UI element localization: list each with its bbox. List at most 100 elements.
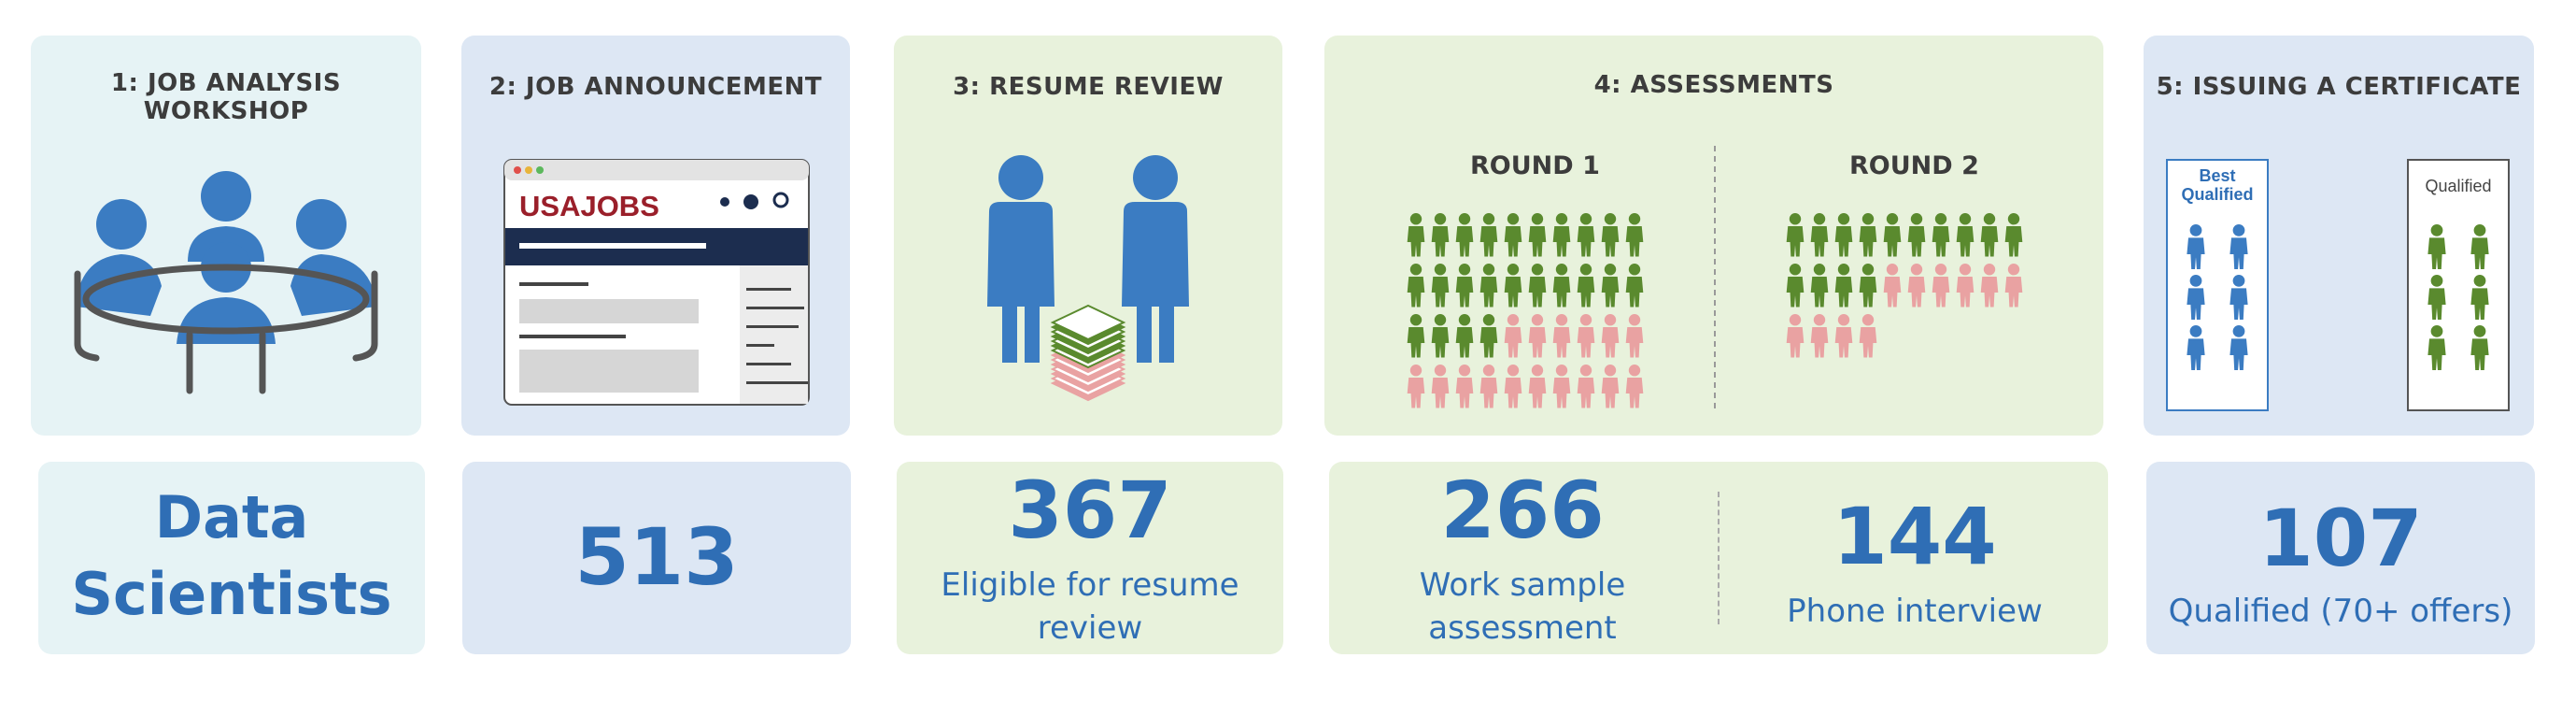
candidate-icon <box>1834 314 1853 358</box>
candidate-icon <box>1625 264 1644 308</box>
candidate-icon <box>1859 314 1877 358</box>
best-qualified-person-icon <box>2229 325 2248 370</box>
result-card-4: 266 Work sample assessment 144 Phone int… <box>1329 462 2108 654</box>
candidate-icon <box>1504 264 1522 308</box>
candidate-icon <box>1431 213 1450 257</box>
resume-stack-icon <box>1050 304 1126 402</box>
stage-2-panel: 2: JOB ANNOUNCEMENT USAJOBS <box>461 36 850 436</box>
card-divider <box>1718 492 1720 624</box>
assessment-people-grid <box>1407 146 2023 411</box>
qualified-person-icon <box>2470 325 2489 370</box>
candidate-icon <box>1407 213 1425 257</box>
candidate-icon <box>1834 264 1853 308</box>
resume-label-line-1: Eligible for resume <box>941 566 1239 604</box>
candidate-icon <box>1431 314 1450 358</box>
candidate-icon <box>1552 264 1571 308</box>
candidate-icon <box>1625 314 1644 358</box>
candidate-icon <box>1625 365 1644 408</box>
role-line-1: Data <box>154 483 309 551</box>
qualified-count: 107 <box>2258 493 2423 584</box>
candidate-icon <box>1552 365 1571 408</box>
usajobs-logo: USAJOBS <box>519 190 659 222</box>
stage-2-title: 2: JOB ANNOUNCEMENT <box>488 73 823 101</box>
result-card-3: 367 Eligible for resume review <box>897 462 1283 654</box>
qualified-person-icon <box>2470 275 2489 320</box>
phone-count: 144 <box>1833 491 1997 582</box>
stage-3-panel: 3: RESUME REVIEW <box>894 36 1282 436</box>
announcement-count: 513 <box>574 511 739 603</box>
result-card-5: 107 Qualified (70+ offers) <box>2146 462 2535 654</box>
candidate-icon <box>1907 213 1926 257</box>
work-sample-label-line-1: Work sample <box>1419 566 1626 604</box>
candidate-icon <box>2004 213 2023 257</box>
meeting-table-icon <box>74 171 378 394</box>
candidate-icon <box>1956 264 1974 308</box>
qualified-person-icon <box>2427 275 2446 320</box>
candidate-icon <box>1601 213 1620 257</box>
qualified-offers-label: Qualified (70+ offers) <box>2168 593 2513 630</box>
browser-window-icon: USAJOBS <box>503 159 810 406</box>
candidate-icon <box>1786 314 1805 358</box>
candidate-icon <box>1455 213 1474 257</box>
candidate-icon <box>1980 213 1999 257</box>
candidate-icon <box>1407 314 1425 358</box>
candidate-icon <box>1956 213 1974 257</box>
candidate-icon <box>1883 264 1902 308</box>
stage-1-panel: 1: JOB ANALYSIS WORKSHOP <box>31 36 421 436</box>
candidate-icon <box>1907 264 1926 308</box>
candidate-icon <box>1810 314 1829 358</box>
candidate-icon <box>1431 365 1450 408</box>
candidate-icon <box>1577 213 1595 257</box>
round-2-label: ROUND 2 <box>1849 151 1979 180</box>
best-qualified-person-icon <box>2187 325 2205 370</box>
candidate-icon <box>1577 264 1595 308</box>
candidate-icon <box>1932 264 1950 308</box>
candidate-icon <box>1455 314 1474 358</box>
candidate-icon <box>1786 213 1805 257</box>
stage-1-title: 1: JOB ANALYSIS WORKSHOP <box>110 69 342 125</box>
candidate-icon <box>1407 365 1425 408</box>
result-card-1: Data Scientists <box>38 462 425 654</box>
resume-count: 367 <box>1008 465 1172 556</box>
qualified-person-icon <box>2470 224 2489 269</box>
work-sample-label-line-2: assessment <box>1428 609 1617 647</box>
candidate-icon <box>1528 264 1547 308</box>
candidate-icon <box>1455 264 1474 308</box>
candidate-icon <box>1577 365 1595 408</box>
candidate-icon <box>1479 213 1498 257</box>
candidate-icon <box>1577 314 1595 358</box>
stage-4-title: 4: ASSESSMENTS <box>1593 71 1834 99</box>
candidate-icon <box>1980 264 1999 308</box>
best-qualified-person-icon <box>2229 224 2248 269</box>
qualified-label: Qualified <box>2425 177 2491 195</box>
candidate-icon <box>1859 264 1877 308</box>
best-qualified-person-icon <box>2229 275 2248 320</box>
candidate-icon <box>2004 264 2023 308</box>
best-qualified-person-icon <box>2187 275 2205 320</box>
phone-label: Phone interview <box>1787 593 2043 630</box>
qualified-person-icon <box>2427 224 2446 269</box>
stage-3-title: 3: RESUME REVIEW <box>953 73 1224 101</box>
best-qualified-label-1: Best <box>2199 166 2235 185</box>
role-line-2: Scientists <box>71 560 392 628</box>
candidate-icon <box>1504 213 1522 257</box>
candidate-icon <box>1601 365 1620 408</box>
candidate-icon <box>1810 213 1829 257</box>
candidate-icon <box>1504 365 1522 408</box>
person-icon <box>987 155 1054 363</box>
candidate-icon <box>1786 264 1805 308</box>
stage-4-panel: 4: ASSESSMENTS ROUND 1 ROUND 2 <box>1324 36 2103 436</box>
stage-5-panel: 5: ISSUING A CERTIFICATE Best Qualified … <box>2144 36 2534 436</box>
candidate-icon <box>1479 365 1498 408</box>
qualified-box <box>2407 159 2510 411</box>
candidate-icon <box>1528 213 1547 257</box>
best-qualified-label-2: Qualified <box>2181 185 2253 204</box>
candidate-icon <box>1810 264 1829 308</box>
candidate-icon <box>1932 213 1950 257</box>
round-1-label: ROUND 1 <box>1470 151 1600 180</box>
best-qualified-box <box>2166 159 2269 411</box>
qualified-person-icon <box>2427 325 2446 370</box>
candidate-icon <box>1552 314 1571 358</box>
result-card-2: 513 <box>462 462 851 654</box>
candidate-icon <box>1552 213 1571 257</box>
